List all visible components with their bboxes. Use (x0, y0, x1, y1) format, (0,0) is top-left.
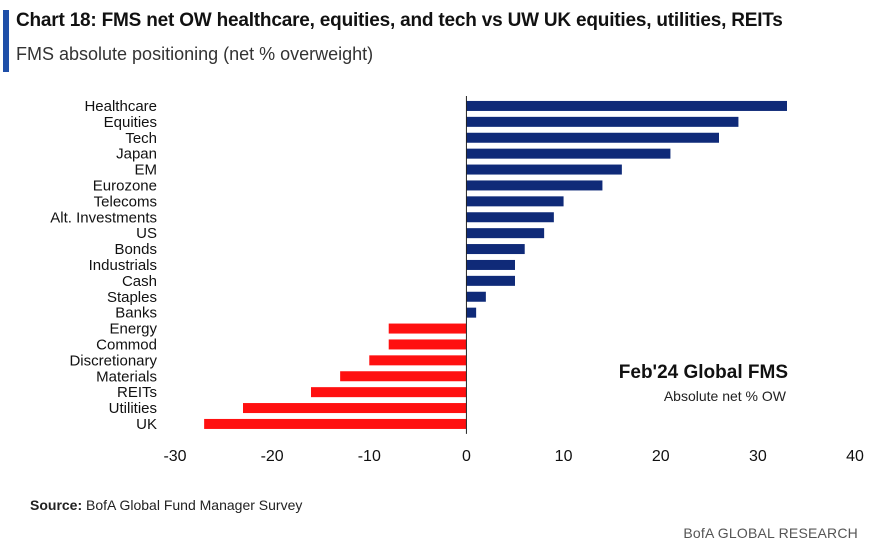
category-label: Materials (96, 368, 157, 385)
x-tick-label: -20 (261, 448, 284, 465)
bar-utilities (243, 403, 467, 414)
x-tick-label: -30 (163, 448, 186, 465)
category-label: Utilities (109, 400, 157, 417)
bar-em (466, 164, 622, 175)
x-tick-label: 20 (652, 448, 670, 465)
x-tick-label: 0 (462, 448, 471, 465)
category-label: Cash (122, 273, 157, 290)
category-label: Energy (109, 321, 157, 338)
category-label: Industrials (89, 257, 157, 274)
bar-commod (388, 339, 467, 350)
bar-industrials (466, 259, 515, 270)
annotation-title: Feb'24 Global FMS (619, 362, 788, 383)
bar-uk (204, 418, 467, 429)
bar-japan (466, 148, 671, 159)
category-label: Japan (116, 146, 157, 163)
category-label: US (136, 225, 157, 242)
bars-group (204, 100, 787, 429)
bar-bonds (466, 244, 525, 255)
bar-reits (311, 387, 467, 398)
category-label: Healthcare (84, 98, 157, 115)
bar-energy (388, 323, 467, 334)
title-accent-bar (3, 10, 9, 72)
bar-staples (466, 291, 486, 302)
category-labels-group: HealthcareEquitiesTechJapanEMEurozoneTel… (50, 98, 157, 433)
chart-title: Chart 18: FMS net OW healthcare, equitie… (16, 10, 783, 31)
category-label: Banks (115, 305, 157, 322)
x-tick-labels-group: -30 -20 -10 0 10 20 30 40 (163, 448, 864, 465)
bar-materials (340, 371, 467, 382)
source-label: Source: (30, 497, 83, 513)
x-tick-label: -10 (358, 448, 381, 465)
category-label: Alt. Investments (50, 209, 157, 226)
bar-tech (466, 132, 719, 143)
source-text: BofA Global Fund Manager Survey (86, 497, 303, 513)
bar-healthcare (466, 100, 787, 111)
bar-discretionary (369, 355, 467, 366)
category-label: Staples (107, 289, 157, 306)
bar-us (466, 228, 545, 239)
bar-cash (466, 275, 515, 286)
bar-equities (466, 116, 739, 127)
annotation-subtitle: Absolute net % OW (664, 388, 787, 404)
category-label: Tech (125, 130, 157, 147)
bar-telecoms (466, 196, 564, 207)
chart-subtitle: FMS absolute positioning (net % overweig… (16, 44, 374, 64)
category-label: REITs (117, 384, 157, 401)
category-label: Discretionary (69, 352, 157, 369)
x-tick-label: 40 (846, 448, 864, 465)
category-label: EM (135, 162, 158, 179)
x-tick-label: 30 (749, 448, 767, 465)
bar-banks (466, 307, 477, 318)
brand-footer: BofA GLOBAL RESEARCH (683, 525, 858, 541)
category-label: Equities (104, 114, 157, 131)
bar-alt-investments (466, 212, 554, 223)
category-label: Bonds (114, 241, 157, 258)
category-label: Telecoms (94, 193, 157, 210)
source-note: Source: BofA Global Fund Manager Survey (30, 497, 302, 513)
category-label: Commod (96, 336, 157, 353)
bar-eurozone (466, 180, 603, 191)
x-tick-label: 10 (555, 448, 573, 465)
category-label: UK (136, 416, 157, 433)
category-label: Eurozone (93, 177, 157, 194)
